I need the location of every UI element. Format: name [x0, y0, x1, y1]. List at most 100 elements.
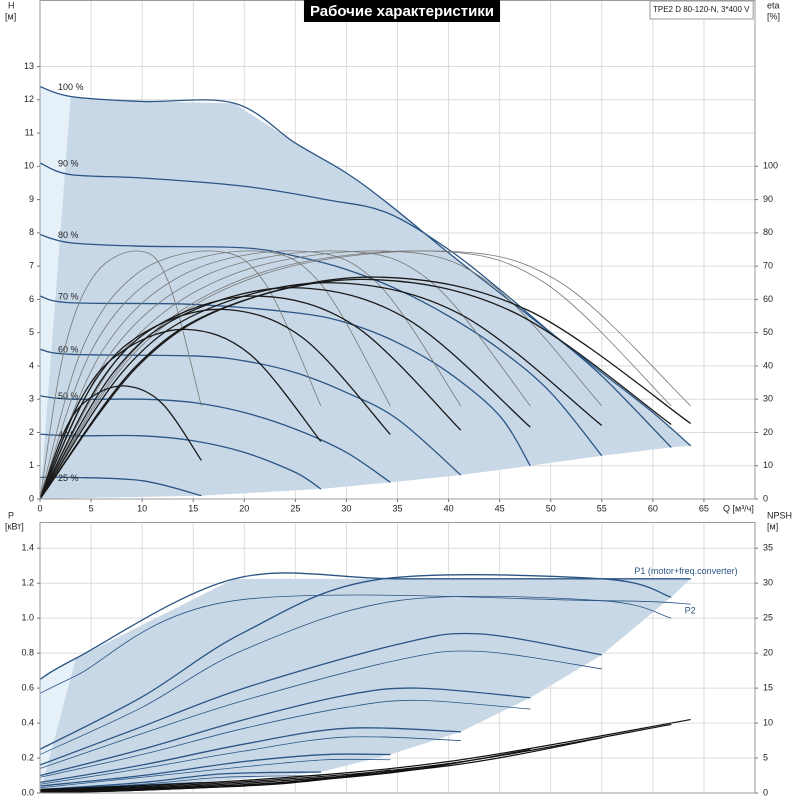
x-axis-label: Q [м³/ч]	[723, 503, 754, 513]
y-axis-unit: [кВт]	[5, 521, 24, 531]
curve	[39, 250, 391, 500]
y2-tick-label: 100	[763, 161, 778, 171]
curve-label: P2	[685, 606, 696, 616]
chart-subtitle: TPE2 D 80-120-N, 3*400 V	[653, 5, 750, 14]
x-tick-label: 5	[89, 503, 94, 513]
y-tick-label: 1.0	[21, 613, 34, 623]
y2-tick-label: 5	[763, 752, 768, 762]
y2-tick-label: 20	[763, 427, 773, 437]
curve	[39, 250, 322, 500]
curve	[39, 687, 531, 777]
y2-tick-label: 30	[763, 578, 773, 588]
y-axis-unit: [м]	[5, 11, 16, 21]
x-tick-label: 15	[188, 503, 198, 513]
curve-label: 100 %	[58, 82, 84, 92]
curve	[39, 276, 692, 500]
plot-frame	[39, 522, 756, 794]
curve	[39, 85, 692, 447]
curve	[39, 250, 202, 500]
y2-axis-unit: [%]	[767, 11, 780, 21]
chart-title: Рабочие характеристики	[310, 3, 494, 20]
x-tick-label: 55	[597, 503, 607, 513]
curve	[39, 650, 602, 769]
y2-tick-label: 0	[763, 493, 768, 503]
x-tick-label: 65	[699, 503, 709, 513]
y2-tick-label: 25	[763, 613, 773, 623]
y-tick-label: 0	[29, 493, 34, 503]
curve-label: 50 %	[58, 391, 79, 401]
y-tick-label: 12	[24, 94, 34, 104]
curve-label: 60 %	[58, 345, 79, 355]
y2-tick-label: 20	[763, 648, 773, 658]
curve	[39, 699, 531, 778]
curve	[39, 385, 202, 500]
y2-tick-label: 0	[763, 787, 768, 797]
x-tick-label: 35	[392, 503, 402, 513]
y-tick-label: 2	[29, 427, 34, 437]
curve	[39, 348, 462, 476]
curve-label: 80 %	[58, 230, 79, 240]
y-tick-label: 6	[29, 294, 34, 304]
y-tick-label: 9	[29, 194, 34, 204]
y-tick-label: 8	[29, 227, 34, 237]
curve	[39, 295, 531, 467]
y-tick-label: 0.6	[21, 682, 34, 692]
operating-area-edge	[40, 86, 71, 499]
y2-tick-label: 10	[763, 460, 773, 470]
y-tick-label: 0.4	[21, 717, 34, 727]
x-tick-label: 10	[137, 503, 147, 513]
curve	[39, 632, 602, 766]
curve	[39, 574, 672, 750]
y-tick-label: 0.0	[21, 787, 34, 797]
x-tick-label: 40	[444, 503, 454, 513]
curve	[39, 758, 391, 789]
y2-tick-label: 90	[763, 194, 773, 204]
y2-tick-label: 80	[763, 227, 773, 237]
y2-tick-label: 40	[763, 360, 773, 370]
curve-label: P1 (motor+freq.converter)	[634, 566, 737, 576]
y-tick-label: 0.2	[21, 752, 34, 762]
curve	[39, 395, 391, 483]
title-box	[303, 0, 501, 22]
y-tick-label: 5	[29, 327, 34, 337]
x-tick-label: 30	[341, 503, 351, 513]
plots: 100 %90 %80 %70 %60 %50 %40 %25 %0123456…	[5, 0, 792, 797]
curve	[39, 250, 672, 500]
y-tick-label: 4	[29, 360, 34, 370]
x-tick-label: 50	[546, 503, 556, 513]
y-tick-label: 1.4	[21, 543, 34, 553]
curve	[39, 718, 691, 791]
y2-axis-unit: [м]	[767, 521, 778, 531]
y-tick-label: 0.8	[21, 648, 34, 658]
curve	[39, 250, 691, 500]
y-axis-label: P	[8, 510, 14, 520]
curve	[39, 308, 391, 500]
curve	[39, 736, 461, 785]
curve-label: 70 %	[58, 291, 79, 301]
y-tick-label: 10	[24, 161, 34, 171]
curve	[39, 786, 202, 794]
y-tick-label: 1	[29, 460, 34, 470]
y-tick-label: 7	[29, 261, 34, 271]
curve	[39, 328, 322, 500]
x-tick-label: 0	[37, 503, 42, 513]
operating-area	[40, 96, 691, 500]
y2-tick-label: 30	[763, 394, 773, 404]
curve-label: 90 %	[58, 158, 79, 168]
x-tick-label: 25	[290, 503, 300, 513]
y2-tick-label: 10	[763, 717, 773, 727]
y2-tick-label: 50	[763, 327, 773, 337]
y-tick-label: 13	[24, 61, 34, 71]
curve	[39, 250, 603, 500]
curve	[39, 282, 603, 500]
curve	[39, 771, 321, 791]
curve	[39, 594, 691, 694]
y-tick-label: 11	[25, 127, 34, 137]
y2-tick-label: 60	[763, 294, 773, 304]
curve	[39, 162, 672, 448]
operating-area	[40, 578, 691, 793]
x-tick-label: 45	[495, 503, 505, 513]
y2-tick-label: 70	[763, 261, 773, 271]
y2-tick-label: 15	[763, 682, 773, 692]
